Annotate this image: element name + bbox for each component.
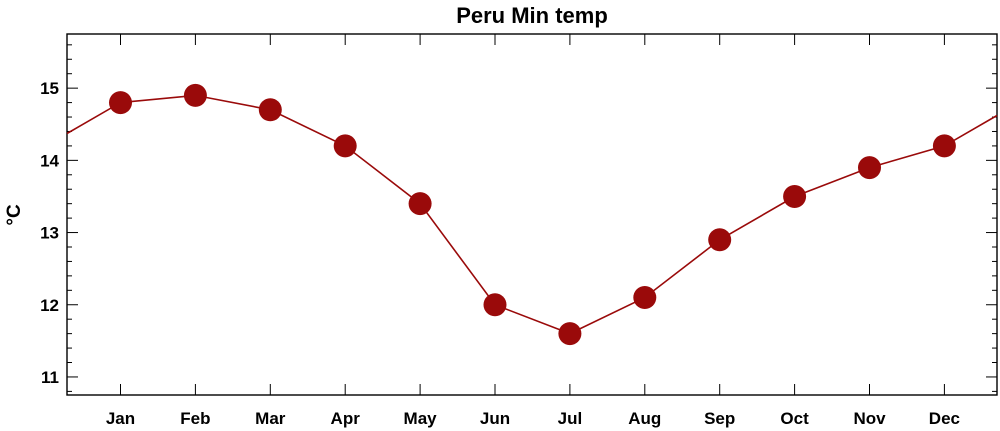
- x-tick-label: Mar: [255, 409, 286, 428]
- x-tick-label: Oct: [780, 409, 809, 428]
- data-point-aug: [633, 286, 657, 310]
- data-point-jan: [109, 91, 132, 115]
- data-point-feb: [183, 83, 207, 107]
- x-tick-label: Sep: [704, 409, 735, 428]
- x-tick-label: Jan: [106, 409, 135, 428]
- data-point-sep: [708, 228, 732, 252]
- y-tick-label: 11: [41, 368, 59, 387]
- plot-border: [66, 33, 998, 396]
- data-point-apr: [333, 134, 357, 158]
- data-point-nov: [858, 156, 881, 180]
- y-tick-label: 15: [40, 79, 59, 98]
- data-point-oct: [783, 184, 807, 208]
- x-tick-label: Dec: [929, 409, 960, 428]
- data-point-jun: [483, 293, 507, 317]
- y-tick-label: 12: [40, 296, 59, 315]
- data-point-mar: [258, 98, 282, 122]
- series-group: [66, 83, 998, 346]
- x-tick-label: Jun: [480, 409, 510, 428]
- data-point-may: [408, 192, 432, 216]
- y-tick-label: 14: [40, 151, 59, 170]
- x-tick-label: Apr: [331, 409, 361, 428]
- data-point-dec: [932, 134, 956, 158]
- y-tick-label: 13: [40, 224, 59, 243]
- x-tick-label: Aug: [628, 409, 661, 428]
- x-tick-label: May: [404, 409, 438, 428]
- y-axis-label: °C: [4, 204, 25, 226]
- x-tick-label: Nov: [853, 409, 886, 428]
- axis-ticks: [67, 34, 997, 395]
- x-tick-label: Feb: [180, 409, 210, 428]
- chart-title: Peru Min temp: [456, 3, 608, 28]
- series-line: [66, 94, 998, 335]
- tick-labels: 11 12 13 14 15 Jan Feb Mar Apr May Jun Jul Aug Sep Oct…: [40, 79, 960, 428]
- x-tick-label: Jul: [558, 409, 583, 428]
- plot-frame: [66, 33, 998, 396]
- data-point-jul: [558, 322, 582, 346]
